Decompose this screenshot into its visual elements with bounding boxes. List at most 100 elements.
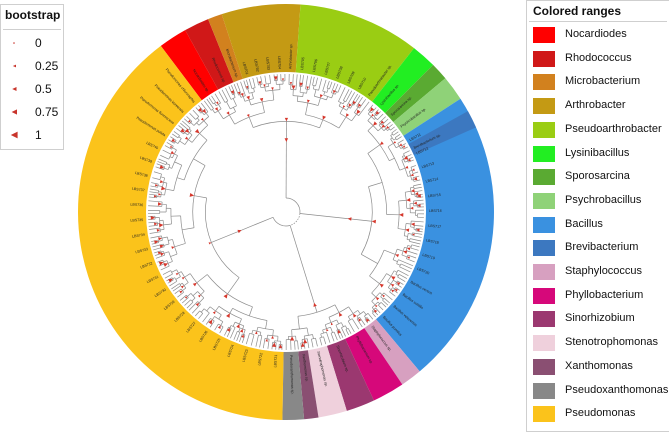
tree-arc — [266, 83, 271, 85]
tree-branch — [329, 81, 333, 90]
legend-item-lysinibacillus: Lysinibacillus — [533, 144, 667, 164]
tree-arc — [379, 122, 382, 126]
colored-ranges-legend: Colored ranges Nocardiodes Rhodococcus Mic… — [526, 0, 669, 432]
tree-branch — [188, 301, 198, 311]
tree-branch — [397, 269, 409, 276]
leaf-label: LBS722 — [257, 353, 263, 366]
legend-label: Staphylococcus — [565, 265, 643, 277]
tree-branch — [157, 185, 163, 187]
bootstrap-marker — [303, 339, 308, 344]
legend-swatch — [533, 287, 555, 304]
leaf-label: LBS708 — [335, 66, 343, 79]
range-stenotrophomonas — [307, 345, 347, 418]
tree-arc — [167, 164, 171, 170]
bootstrap-marker — [157, 202, 162, 206]
tree-arc — [338, 105, 347, 111]
tree-branch — [324, 324, 327, 329]
tree-branch — [163, 243, 170, 246]
bootstrap-marker — [371, 219, 376, 224]
bootstrap-marker — [337, 329, 341, 334]
tree-branch — [357, 310, 361, 315]
tree-arc — [373, 116, 378, 120]
bootstrap-marker — [402, 145, 406, 148]
tree-branch — [331, 93, 334, 99]
tree-branch — [410, 247, 419, 251]
tree-branch — [184, 132, 188, 136]
tree-branch — [267, 339, 270, 349]
tree-branch — [203, 100, 212, 111]
tree-arc — [326, 87, 330, 90]
tree-arc — [372, 311, 375, 314]
leaf-label: LBS720 — [417, 267, 430, 276]
tree-arc — [171, 277, 174, 281]
tree-branch — [184, 273, 191, 278]
tree-branch — [192, 109, 200, 117]
bootstrap-marker — [241, 334, 244, 338]
tree-branch — [162, 270, 171, 275]
tree-branch — [377, 127, 382, 132]
tree-branch — [296, 96, 299, 102]
tree-branch — [337, 85, 342, 93]
tree-arc — [348, 318, 353, 322]
bootstrap-marker — [395, 254, 400, 258]
legend-item-xanthomonas: Xanthomonas — [533, 357, 667, 377]
bootstrap-marker — [396, 282, 401, 286]
tree-arc — [174, 277, 178, 282]
bootstrap-marker — [322, 115, 327, 120]
tree-branch — [179, 282, 183, 285]
tree-branch — [393, 289, 398, 294]
bootstrap-marker — [319, 94, 323, 98]
tree-branch — [178, 136, 182, 139]
tree-branch — [389, 157, 395, 162]
tree-branch — [335, 325, 339, 330]
tree-branch — [255, 334, 259, 347]
tree-arc — [395, 280, 398, 284]
tree-branch — [333, 331, 338, 341]
tree-branch — [153, 171, 162, 175]
tree-branch — [239, 333, 243, 343]
bootstrap-marker — [226, 327, 230, 332]
tree-branch — [152, 243, 164, 248]
tree-branch — [364, 315, 367, 319]
tree-branch — [372, 310, 374, 313]
bootstrap-marker — [375, 297, 380, 301]
bootstrap-marker — [184, 128, 190, 133]
bootstrap-marker — [181, 277, 185, 280]
bootstrap-marker — [179, 290, 183, 294]
bootstrap-marker — [410, 188, 415, 193]
bootstrap-marker — [413, 177, 418, 181]
tree-branch — [248, 117, 254, 128]
bootstrap-marker — [417, 204, 421, 208]
legend-swatch — [533, 145, 555, 162]
tree-arc — [322, 90, 328, 93]
tree-arc — [177, 135, 180, 139]
tree-branch — [272, 329, 274, 336]
tree-branch — [190, 122, 195, 126]
tree-branch — [397, 280, 404, 285]
tree-branch — [403, 150, 410, 155]
tree-branch — [306, 327, 309, 336]
tree-arc — [391, 132, 394, 136]
bootstrap-marker — [271, 335, 274, 339]
bootstrap-marker — [226, 111, 230, 116]
tree-branch — [388, 287, 392, 290]
tree-arc — [230, 105, 237, 110]
range-microbacterium — [208, 14, 243, 83]
bootstrap-marker — [375, 304, 378, 308]
tree-branch — [323, 91, 326, 96]
tree-branch — [379, 292, 383, 296]
tree-arc — [251, 87, 256, 89]
tree-branch — [397, 228, 406, 231]
tree-branch — [264, 86, 266, 92]
bootstrap-marker — [356, 109, 361, 115]
bootstrap-marker — [382, 294, 386, 298]
tree-branch — [248, 306, 253, 316]
tree-branch — [172, 133, 179, 139]
tree-branch — [164, 167, 169, 170]
tree-arc — [313, 88, 319, 91]
legend-label: Arthrobacter — [565, 99, 626, 112]
tree-branch — [182, 227, 195, 231]
bootstrap-marker — [399, 212, 404, 217]
leaf-label: LBS709 — [347, 71, 356, 84]
tree-branch — [211, 229, 242, 243]
